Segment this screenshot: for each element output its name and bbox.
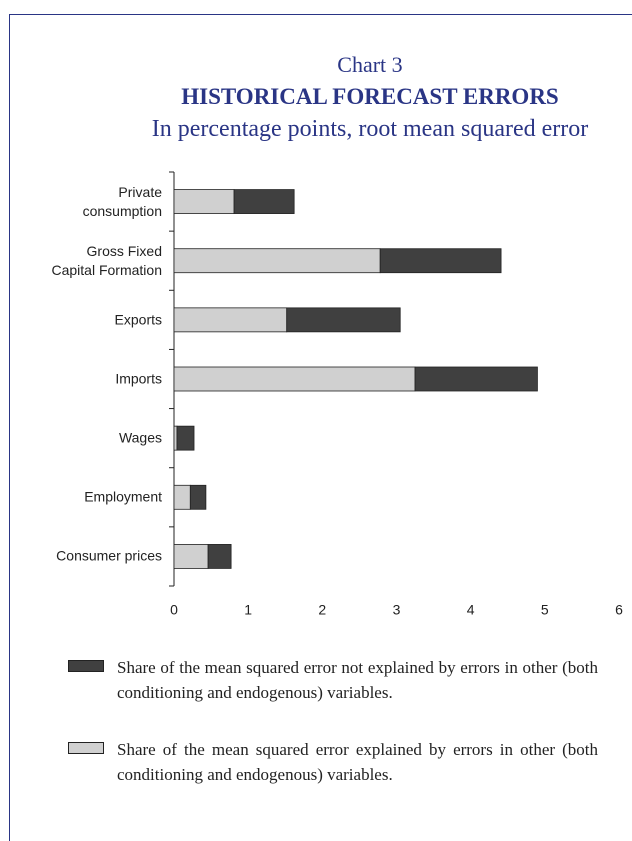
legend-swatch xyxy=(68,742,104,754)
chart-label: Chart 3 xyxy=(337,52,403,77)
x-tick-label: 3 xyxy=(393,602,401,618)
x-tick-label: 2 xyxy=(318,602,326,618)
bar-segment xyxy=(173,248,381,274)
legend-label: Share of the mean squared error not expl… xyxy=(117,658,598,702)
bar-segment xyxy=(286,307,401,333)
bar-segment xyxy=(173,425,178,451)
bar-segment xyxy=(414,366,538,392)
bar-segment xyxy=(207,544,232,569)
y-tick-label: Employment xyxy=(84,488,162,505)
y-tick-label: Imports xyxy=(115,370,162,387)
x-tick-label: 4 xyxy=(467,602,475,618)
chart-subtitle: In percentage points, root mean squared … xyxy=(151,116,589,142)
x-tick-label: 5 xyxy=(541,602,549,618)
legend-item: Share of the mean squared error explaine… xyxy=(68,737,598,787)
legend-label: Share of the mean squared error explaine… xyxy=(117,740,598,784)
legend-swatch xyxy=(68,660,104,672)
x-tick-label: 6 xyxy=(615,602,623,618)
bar-segment xyxy=(233,189,295,214)
chart-title: HISTORICAL FORECAST ERRORS xyxy=(181,84,559,109)
frame xyxy=(9,14,632,841)
y-tick-label: Exports xyxy=(114,311,162,328)
y-tick-label: Consumer prices xyxy=(56,547,162,564)
bar-segment xyxy=(173,189,235,214)
bar-segment xyxy=(379,248,502,274)
bar-segment xyxy=(173,307,288,333)
bar-segment xyxy=(189,484,207,510)
bar-segment xyxy=(173,366,416,392)
bar-segment xyxy=(176,425,195,451)
y-tick-label: Private consumption xyxy=(82,183,162,219)
y-tick-label: Wages xyxy=(118,429,162,446)
y-tick-label: Gross Fixed Capital Formation xyxy=(51,242,163,278)
legend-item: Share of the mean squared error not expl… xyxy=(68,655,598,705)
x-tick-label: 1 xyxy=(244,602,252,618)
bar-segment xyxy=(173,484,191,510)
x-tick-label: 0 xyxy=(170,602,178,618)
bar-segment xyxy=(173,544,209,569)
